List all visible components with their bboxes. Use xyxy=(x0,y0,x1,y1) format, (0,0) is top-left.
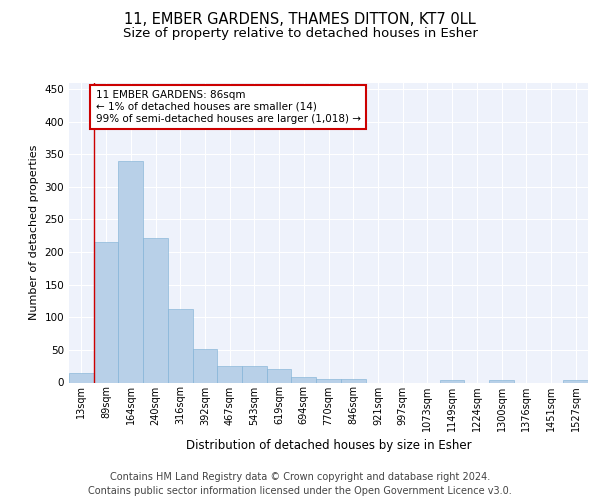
Bar xyxy=(168,309,193,382)
Bar xyxy=(69,372,94,382)
Text: Size of property relative to detached houses in Esher: Size of property relative to detached ho… xyxy=(122,28,478,40)
X-axis label: Distribution of detached houses by size in Esher: Distribution of detached houses by size … xyxy=(185,439,472,452)
Bar xyxy=(563,380,588,382)
Text: Contains HM Land Registry data © Crown copyright and database right 2024.
Contai: Contains HM Land Registry data © Crown c… xyxy=(88,472,512,496)
Text: 11, EMBER GARDENS, THAMES DITTON, KT7 0LL: 11, EMBER GARDENS, THAMES DITTON, KT7 0L… xyxy=(124,12,476,28)
Bar xyxy=(143,238,168,382)
Text: 11 EMBER GARDENS: 86sqm
← 1% of detached houses are smaller (14)
99% of semi-det: 11 EMBER GARDENS: 86sqm ← 1% of detached… xyxy=(95,90,361,124)
Bar xyxy=(193,348,217,382)
Bar xyxy=(267,370,292,382)
Bar xyxy=(118,161,143,382)
Bar xyxy=(316,379,341,382)
Bar xyxy=(440,380,464,382)
Bar xyxy=(341,379,365,382)
Bar xyxy=(242,366,267,382)
Bar xyxy=(292,376,316,382)
Bar xyxy=(94,242,118,382)
Y-axis label: Number of detached properties: Number of detached properties xyxy=(29,145,39,320)
Bar xyxy=(489,380,514,382)
Bar xyxy=(217,366,242,382)
